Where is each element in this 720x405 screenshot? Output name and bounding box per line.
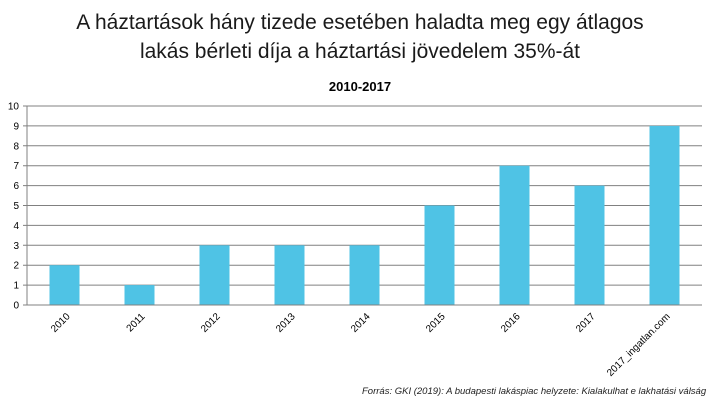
chart-title-line-2: lakás bérleti díja a háztartási jövedele…	[139, 40, 581, 63]
bar-2015	[424, 205, 455, 305]
chart-title: A háztartások hány tizede esetében halad…	[0, 8, 720, 66]
bar-2014	[349, 245, 380, 305]
bar-2016	[499, 165, 530, 305]
x-tick-label-2012: 2012	[199, 311, 223, 335]
y-tick-label-4: 4	[13, 221, 19, 232]
chart-title-line-1: A háztartások hány tizede esetében halad…	[76, 11, 644, 34]
x-tick-label-2014: 2014	[349, 311, 373, 335]
x-tick-label-2011: 2011	[125, 311, 148, 334]
bar-2017_ingatlan.com	[649, 125, 680, 306]
y-tick-label-0: 0	[13, 301, 19, 312]
x-tick-label-2013: 2013	[274, 311, 298, 335]
bar-2013	[274, 245, 305, 305]
y-tick-label-6: 6	[13, 181, 19, 192]
x-tick-label-2016: 2016	[499, 311, 523, 335]
y-tick-label-1: 1	[13, 281, 19, 292]
x-tick-label-2015: 2015	[424, 311, 448, 335]
y-tick-label-9: 9	[13, 121, 19, 132]
bar-2011	[124, 285, 155, 305]
x-tick-label-2010: 2010	[49, 311, 73, 335]
y-tick-label-8: 8	[13, 141, 19, 152]
y-tick-label-5: 5	[13, 201, 19, 212]
source-note: Forrás: GKI (2019): A budapesti lakáspia…	[362, 386, 707, 397]
chart-subtitle: 2010-2017	[328, 79, 392, 94]
bar-2012	[199, 245, 230, 305]
y-tick-label-3: 3	[13, 241, 19, 252]
x-tick-label-2017_ingatlan.com: 2017_ingatlan.com	[605, 311, 673, 379]
x-tick-label-2017: 2017	[574, 311, 598, 335]
y-tick-label-7: 7	[13, 161, 19, 172]
y-tick-label-2: 2	[13, 261, 19, 272]
bar-2010	[49, 265, 80, 305]
y-tick-label-10: 10	[8, 102, 20, 113]
bar-2017	[574, 185, 605, 305]
